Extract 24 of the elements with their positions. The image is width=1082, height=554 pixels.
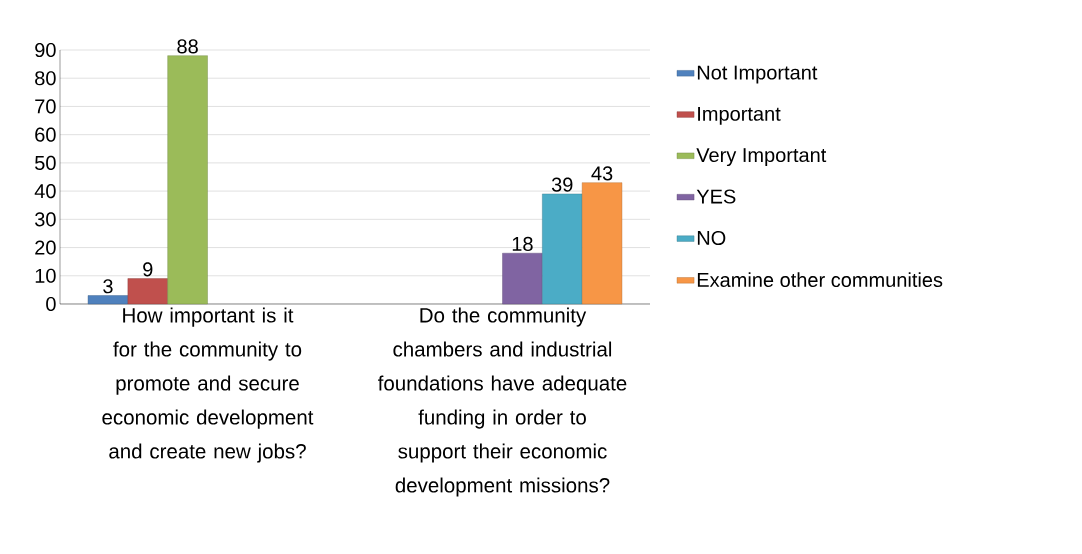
y-tick-label: 30 (35, 212, 56, 227)
x-tick-label: Do the community chambers and industrial foundations have adequate funding in order to support their economic development missions? (377, 307, 627, 497)
legend-label: Not Important (697, 65, 818, 84)
legend-label: YES (696, 189, 736, 204)
y-tick-label: 0 (46, 296, 56, 312)
y-tick-label: 10 (35, 268, 56, 283)
legend-label: Very Important (696, 148, 827, 167)
data-label: 88 (177, 39, 198, 54)
data-label: 43 (591, 166, 613, 181)
y-tick-label: 40 (34, 184, 56, 199)
legend-label: NO (697, 230, 726, 246)
legend-label: Important (698, 106, 781, 125)
data-label: 18 (512, 236, 533, 251)
x-tick-label: How important is it for the community to promote and secure economic development and create new jobs? (102, 307, 314, 463)
y-tick-label: 70 (35, 99, 56, 114)
data-label: 3 (103, 279, 113, 294)
legend-label: Examine other communities (697, 272, 943, 288)
data-label: 39 (551, 177, 573, 192)
y-tick-label: 20 (35, 240, 56, 255)
y-tick-label: 60 (35, 127, 56, 142)
y-tick-label: 80 (35, 71, 56, 86)
y-tick-label: 90 (35, 42, 56, 58)
data-label: 9 (143, 262, 153, 277)
y-tick-label: 50 (35, 155, 56, 170)
